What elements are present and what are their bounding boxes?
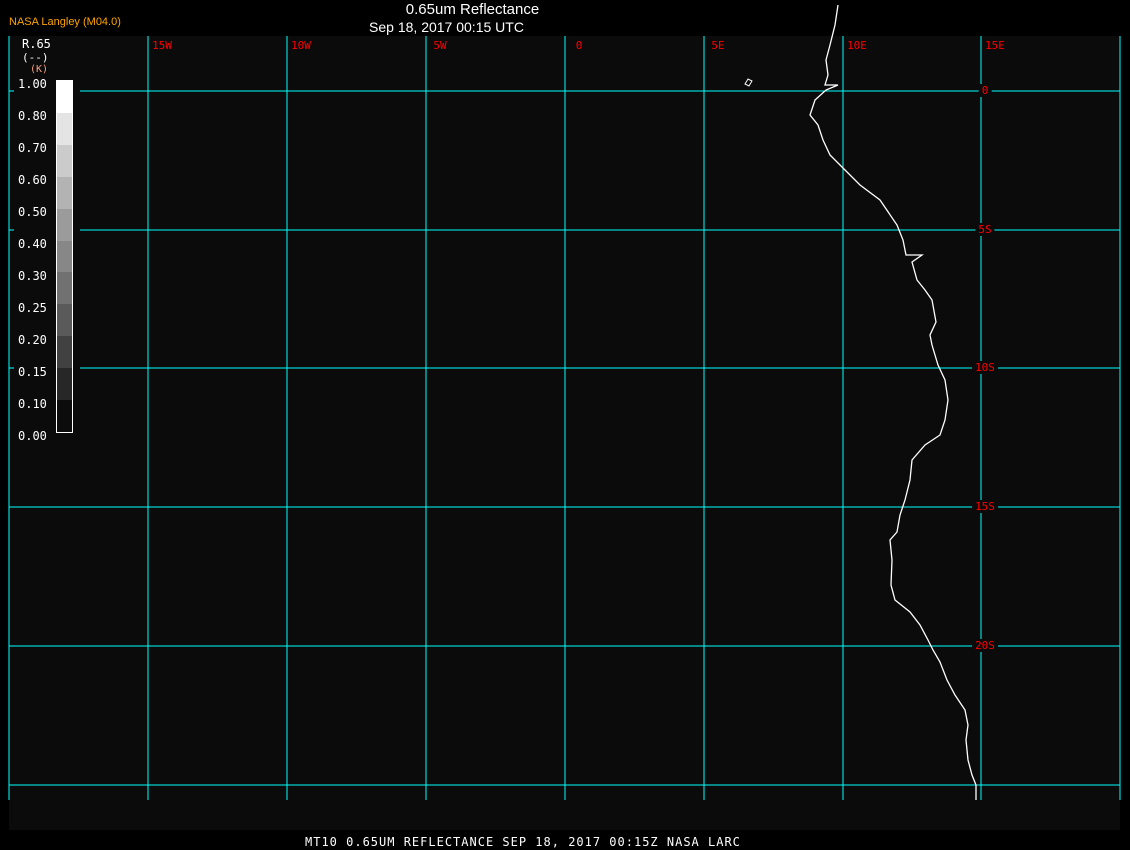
longitude-label: 5E bbox=[711, 39, 725, 52]
longitude-label: 15W bbox=[152, 39, 172, 52]
colorbar-step bbox=[57, 240, 72, 273]
colorbar-step bbox=[57, 176, 72, 209]
legend-variable: R.65 bbox=[22, 37, 51, 51]
colorbar-step bbox=[57, 208, 72, 241]
latitude-label: 0 bbox=[978, 84, 992, 97]
image-title: 0.65um Reflectance bbox=[405, 1, 540, 18]
colorbar-step bbox=[57, 368, 72, 401]
island bbox=[744, 78, 753, 87]
legend-tick: 0.80 bbox=[18, 109, 47, 123]
colorbar-step bbox=[57, 336, 72, 369]
legend-tick: 0.40 bbox=[18, 237, 47, 251]
legend-tick: 0.25 bbox=[18, 301, 47, 315]
legend-tick: 0.50 bbox=[18, 205, 47, 219]
colorbar-step bbox=[57, 304, 72, 337]
brand-label: NASA Langley (M04.0) bbox=[9, 16, 121, 28]
latitude-label: 15S bbox=[972, 500, 998, 513]
coastline bbox=[809, 4, 977, 800]
legend-tick: 0.70 bbox=[18, 141, 47, 155]
colorbar-step bbox=[57, 272, 72, 305]
colorbar-step bbox=[57, 112, 72, 145]
legend-tick: 1.00 bbox=[18, 77, 47, 91]
legend-tick: 0.15 bbox=[18, 365, 47, 379]
graticule bbox=[8, 36, 1121, 800]
legend-tick: 0.60 bbox=[18, 173, 47, 187]
legend-tick: 0.00 bbox=[18, 429, 47, 443]
latitude-label: 10S bbox=[972, 361, 998, 374]
legend-tick: 0.30 bbox=[18, 269, 47, 283]
longitude-label: 10W bbox=[291, 39, 311, 52]
legend-unit: (--) bbox=[22, 51, 49, 64]
footer-caption: MT10 0.65UM REFLECTANCE SEP 18, 2017 00:… bbox=[305, 835, 741, 849]
longitude-label: 0 bbox=[575, 39, 583, 52]
colorbar-step bbox=[57, 400, 72, 432]
latitude-label: 20S bbox=[972, 639, 998, 652]
legend-unit-k: (K) bbox=[30, 64, 49, 75]
latitude-label: 5S bbox=[975, 223, 995, 236]
legend-tick: 0.10 bbox=[18, 397, 47, 411]
legend-tick: 0.20 bbox=[18, 333, 47, 347]
colorbar bbox=[56, 80, 73, 433]
image-timestamp: Sep 18, 2017 00:15 UTC bbox=[369, 19, 524, 35]
longitude-label: 15E bbox=[985, 39, 1005, 52]
longitude-label: 10E bbox=[847, 39, 867, 52]
colorbar-step bbox=[57, 144, 72, 177]
longitude-label: 5W bbox=[433, 39, 447, 52]
colorbar-step bbox=[57, 81, 72, 113]
color-legend bbox=[14, 36, 80, 448]
